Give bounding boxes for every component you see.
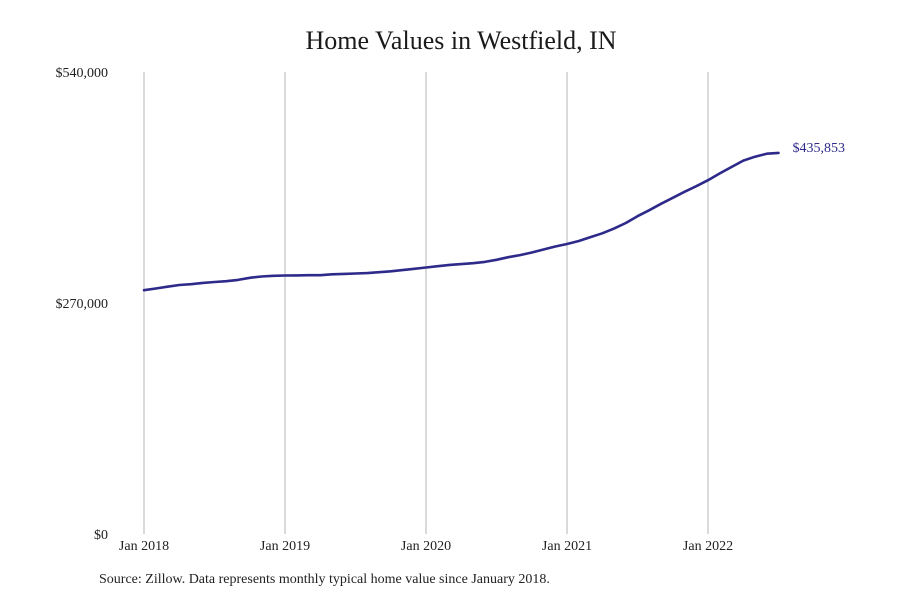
series-layer: [142, 151, 780, 292]
x-tick-label: Jan 2019: [260, 539, 310, 554]
y-tick-label: $0: [94, 528, 108, 543]
x-tick-label: Jan 2022: [683, 539, 733, 554]
source-note: Source: Zillow. Data represents monthly …: [99, 572, 550, 587]
x-tick-label: Jan 2020: [401, 539, 451, 554]
end-label-layer: $435,853: [793, 141, 846, 156]
y-tick-label: $540,000: [56, 66, 109, 81]
y-tick-label: $270,000: [56, 297, 109, 312]
gridlines: [143, 72, 709, 534]
end-value-label: $435,853: [793, 141, 846, 156]
series-line: [142, 151, 780, 292]
x-tick-label: Jan 2021: [542, 539, 592, 554]
x-tick-label: Jan 2018: [119, 539, 169, 554]
y-axis-ticks: $0 $270,000 $540,000: [56, 66, 109, 543]
chart-title: Home Values in Westfield, IN: [305, 26, 617, 55]
x-axis-ticks: Jan 2018 Jan 2019 Jan 2020 Jan 2021 Jan 2022: [119, 539, 733, 554]
